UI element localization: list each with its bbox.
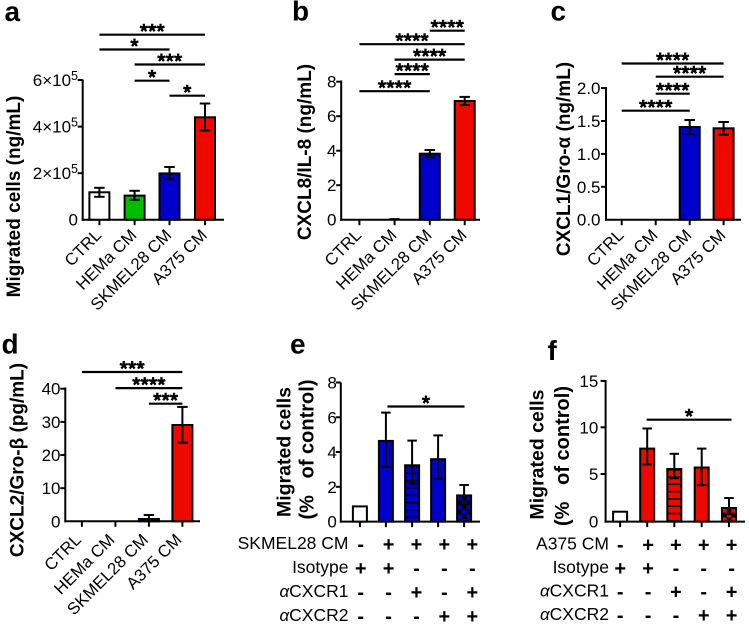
svg-text:αCXCR1: αCXCR1 [279,581,348,601]
svg-text:6: 6 [327,408,336,427]
svg-text:(% of control): (% of control) [552,386,574,526]
svg-text:+: + [383,558,395,580]
svg-text:f: f [548,335,558,366]
svg-text:+: + [670,582,682,604]
svg-text:6×105: 6×105 [33,69,78,90]
svg-text:CXCL1/Gro-α (ng/mL): CXCL1/Gro-α (ng/mL) [554,62,575,256]
svg-text:10: 10 [42,479,61,498]
svg-text:e: e [290,329,306,360]
svg-text:αCXCR2: αCXCR2 [279,605,348,624]
svg-text:2: 2 [327,176,336,195]
svg-text:-: - [413,606,420,624]
svg-text:-: - [673,605,680,624]
svg-text:-: - [441,582,448,604]
svg-text:8: 8 [327,374,336,393]
svg-text:-: - [617,582,624,604]
svg-text:+: + [466,582,478,604]
svg-text:0.5: 0.5 [577,178,601,197]
svg-text:+: + [439,606,451,624]
svg-text:-: - [617,605,624,624]
svg-text:+: + [383,534,395,556]
svg-text:4×105: 4×105 [33,116,78,137]
svg-text:Isotype: Isotype [292,557,348,577]
svg-text:+: + [614,558,626,580]
svg-text:A375 CM: A375 CM [536,534,609,554]
svg-text:-: - [645,582,652,604]
svg-text:10: 10 [579,418,598,437]
svg-text:2×105: 2×105 [33,162,78,183]
svg-text:+: + [466,534,478,556]
svg-text:-: - [673,558,680,580]
svg-text:+: + [670,535,682,557]
svg-text:+: + [642,558,654,580]
svg-text:-: - [413,558,420,580]
svg-text:+: + [698,535,710,557]
svg-text:8: 8 [327,73,336,92]
svg-text:4: 4 [327,142,336,161]
svg-text:a: a [5,0,21,27]
svg-text:CXCL8/IL-8 (ng/mL): CXCL8/IL-8 (ng/mL) [295,64,316,240]
svg-text:b: b [292,0,309,27]
svg-text:+: + [726,605,738,624]
svg-text:20: 20 [42,446,61,465]
svg-text:+: + [698,605,710,624]
svg-text:0: 0 [51,512,60,531]
svg-text:Migrated cells (ng/mL): Migrated cells (ng/mL) [4,96,25,298]
svg-text:-: - [728,558,735,580]
svg-text:αCXCR1: αCXCR1 [540,581,609,601]
svg-text:SKMEL28 CM: SKMEL28 CM [238,533,349,553]
svg-text:-: - [357,582,364,604]
svg-text:6: 6 [327,107,336,126]
svg-text:15: 15 [579,372,598,391]
svg-text:0: 0 [327,513,336,532]
svg-text:-: - [700,582,707,604]
svg-text:30: 30 [42,413,61,432]
svg-text:40: 40 [42,380,61,399]
svg-text:+: + [411,582,423,604]
svg-text:c: c [551,0,567,27]
svg-text:+: + [439,534,451,556]
svg-text:Migrated cells: Migrated cells [527,389,549,519]
svg-text:-: - [469,558,476,580]
svg-text:+: + [355,558,367,580]
svg-text:2.0: 2.0 [577,79,601,98]
svg-text:0: 0 [327,211,336,230]
svg-text:1.0: 1.0 [577,145,601,164]
svg-text:-: - [385,606,392,624]
svg-text:-: - [357,606,364,624]
svg-text:-: - [700,558,707,580]
svg-text:αCXCR2: αCXCR2 [540,604,609,624]
svg-text:-: - [617,535,624,557]
svg-text:1.5: 1.5 [577,112,601,131]
svg-text:+: + [726,535,738,557]
svg-text:+: + [466,606,478,624]
svg-text:d: d [2,329,19,360]
svg-text:Migrated cells: Migrated cells [274,387,296,517]
svg-text:0: 0 [589,513,598,532]
svg-text:-: - [441,558,448,580]
svg-text:-: - [645,605,652,624]
svg-text:+: + [726,582,738,604]
svg-text:+: + [411,534,423,556]
svg-text:-: - [357,534,364,556]
svg-text:2: 2 [327,478,336,497]
svg-text:0.0: 0.0 [577,211,601,230]
svg-text:5: 5 [589,465,598,484]
svg-text:Isotype: Isotype [553,557,609,577]
svg-text:+: + [642,535,654,557]
svg-text:4: 4 [327,443,336,462]
svg-text:0: 0 [69,211,78,230]
svg-text:-: - [385,582,392,604]
svg-text:(% of control): (% of control) [297,380,319,520]
svg-text:CXCL2/Gro-β (pg/mL): CXCL2/Gro-β (pg/mL) [8,363,29,557]
